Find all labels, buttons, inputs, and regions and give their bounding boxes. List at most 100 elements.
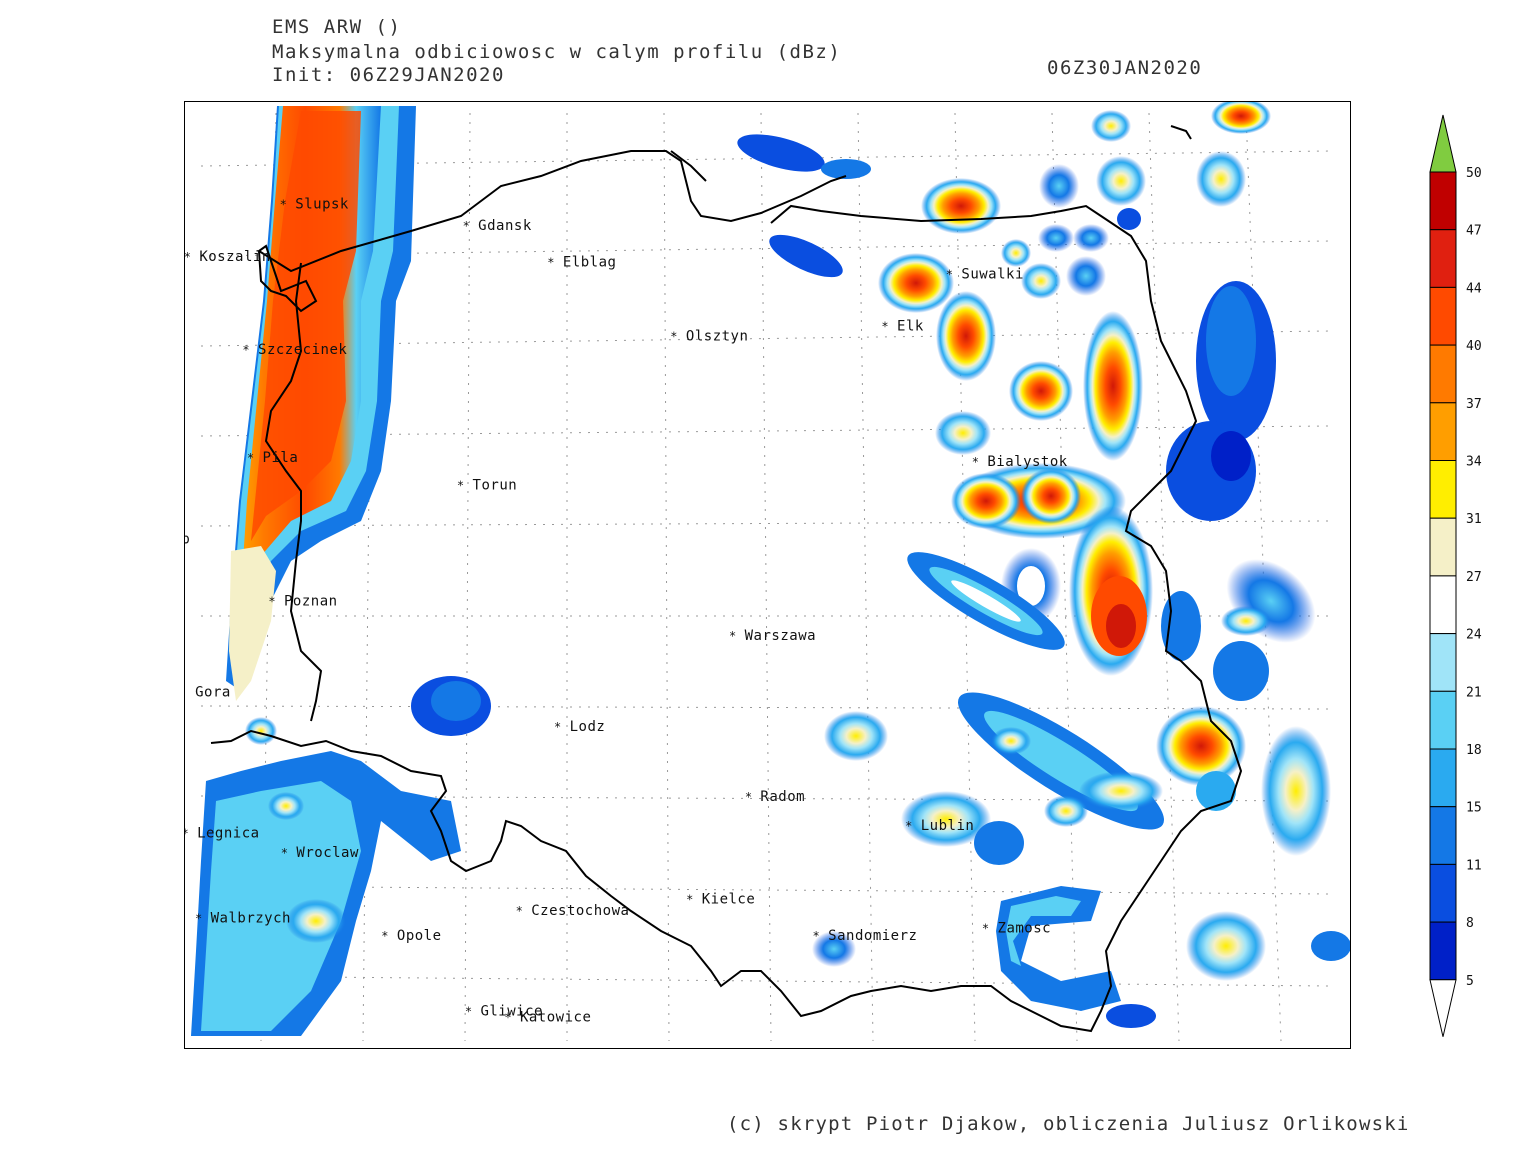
city-label: Walbrzych — [211, 911, 291, 927]
colorbar-level-label: 50 — [1466, 166, 1482, 181]
city-label: Katowice — [520, 1009, 591, 1025]
colorbar-level-label: 21 — [1466, 685, 1482, 700]
city-label: Czestochowa — [531, 903, 629, 919]
colorbar-level-label: 47 — [1466, 224, 1482, 239]
city-wroclaw: * Wroclaw — [281, 845, 359, 861]
city-szczecinek: * Szczecinek — [242, 342, 347, 358]
city-marker-icon: * — [504, 1010, 511, 1024]
colorbar-segment — [1429, 748, 1457, 808]
city-label: Szczecinek — [258, 342, 347, 358]
city-elblag: * Elblag — [547, 255, 616, 271]
colorbar-level-label: 34 — [1466, 455, 1482, 470]
city-pila: * Pila — [247, 450, 298, 466]
city-marker-icon: * — [881, 320, 888, 334]
city-label: Wroclaw — [296, 845, 359, 861]
city-label: Kielce — [702, 891, 756, 907]
city-marker-icon: * — [185, 827, 189, 841]
city-krakow: *Krakow — [608, 1048, 677, 1049]
city-walbrzych: * Walbrzych — [195, 911, 291, 927]
city-marker-icon: * — [982, 921, 989, 935]
city-marker-icon: * — [465, 1005, 472, 1019]
colorbar-level-label: 5 — [1466, 974, 1474, 989]
colorbar-under-triangle — [1429, 979, 1457, 1037]
city-zamosc: * Zamosc — [982, 920, 1051, 936]
city-label: Gliwice — [480, 1004, 543, 1020]
city-suwalki: * Suwalki — [946, 266, 1024, 282]
city-label: Pila — [263, 450, 299, 466]
city-lublin: * Lublin — [905, 818, 974, 834]
colorbar-level-label: 11 — [1466, 858, 1482, 873]
city-label: Lublin — [921, 818, 975, 834]
city-zielona-gora: *Zielona Gora — [185, 684, 230, 700]
city-label: Suwalki — [961, 266, 1024, 282]
valid-time: 06Z30JAN2020 — [1047, 57, 1203, 79]
city-marker-icon: * — [247, 451, 254, 465]
colorbar-segment — [1429, 690, 1457, 750]
city-marker-icon: * — [281, 846, 288, 860]
colorbar-segment — [1429, 344, 1457, 404]
city-marker-icon: * — [463, 219, 470, 233]
city-radom: * Radom — [745, 789, 805, 805]
city-marker-icon: * — [516, 904, 523, 918]
city-torun: * Torun — [457, 477, 517, 493]
city-gdansk: * Gdansk — [463, 218, 532, 234]
city-label: Bialystok — [987, 454, 1067, 470]
colorbar-segment — [1429, 517, 1457, 577]
city-label: Slupsk — [295, 197, 349, 213]
city-label: Radom — [760, 789, 805, 805]
city-lodz: * Lodz — [554, 719, 605, 735]
city-label: Gdansk — [478, 218, 532, 234]
city-label: Elblag — [563, 255, 617, 271]
city-marker-icon: * — [185, 250, 191, 264]
colorbar-level-label: 37 — [1466, 397, 1482, 412]
city-poznan: * Poznan — [268, 593, 337, 609]
colorbar-segment — [1429, 229, 1457, 288]
city-legnica: * Legnica — [185, 826, 260, 842]
colorbar-segment — [1429, 171, 1457, 231]
colorbar-segment — [1429, 575, 1457, 635]
city-label: Legnica — [197, 826, 260, 842]
city-label: Poznan — [284, 593, 338, 609]
init-time: Init: 06Z29JAN2020 — [272, 64, 505, 86]
city-sandomierz: * Sandomierz — [813, 928, 917, 944]
precip-west — [191, 106, 491, 1036]
city-label: Elk — [897, 319, 924, 335]
city-marker-icon: * — [268, 594, 275, 608]
city-marker-icon: * — [972, 455, 979, 469]
city-label: Gorzow Wlkp — [185, 531, 190, 547]
city-label: Koszalin — [199, 249, 270, 265]
colorbar-segment — [1429, 921, 1457, 981]
colorbar-level-label: 24 — [1466, 628, 1482, 643]
city-olsztyn: * Olsztyn — [670, 328, 748, 344]
model-title: EMS ARW () — [272, 16, 402, 38]
city-label: Lodz — [570, 719, 606, 735]
city-marker-icon: * — [242, 343, 249, 357]
city-bialystok: * Bialystok — [972, 454, 1068, 470]
city-label: Olsztyn — [686, 328, 749, 344]
colorbar-level-label: 8 — [1466, 916, 1474, 931]
city-marker-icon: * — [686, 892, 693, 906]
city-slupsk: * Slupsk — [280, 197, 349, 213]
city-label: Sandomierz — [828, 928, 917, 944]
city-label: Krakow — [624, 1048, 678, 1049]
colorbar-level-label: 27 — [1466, 570, 1482, 585]
city-label: Warszawa — [745, 628, 816, 644]
colorbar-segment — [1429, 633, 1457, 692]
city-marker-icon: * — [729, 629, 736, 643]
city-gliwice: * Gliwice — [465, 1004, 543, 1020]
radar-map: * Slupsk * Koszalin * Gdansk * Elblag * Suwalki * E… — [184, 101, 1351, 1049]
city-marker-icon: * — [905, 819, 912, 833]
city-label: Zamosc — [998, 920, 1052, 936]
colorbar-level-label: 44 — [1466, 281, 1482, 296]
city-markers: * Slupsk * Koszalin * Gdansk * Elblag * Suwalki * E… — [185, 197, 1068, 1049]
colorbar-segment — [1429, 286, 1457, 346]
field-title: Maksymalna odbiciowosc w calym profilu (… — [272, 41, 842, 63]
country-borders — [210, 125, 1243, 1033]
city-marker-icon: * — [457, 478, 464, 492]
city-kielce: * Kielce — [686, 891, 755, 907]
colorbar-segment — [1429, 402, 1457, 461]
city-marker-icon: * — [745, 790, 752, 804]
colorbar-legend: 50 47 44 40 37 34 31 27 24 21 18 15 11 8 5 — [1429, 114, 1482, 1037]
city-label: Opole — [397, 928, 442, 944]
credit-line: (c) skrypt Piotr Djakow, obliczenia Juli… — [727, 1113, 1410, 1135]
